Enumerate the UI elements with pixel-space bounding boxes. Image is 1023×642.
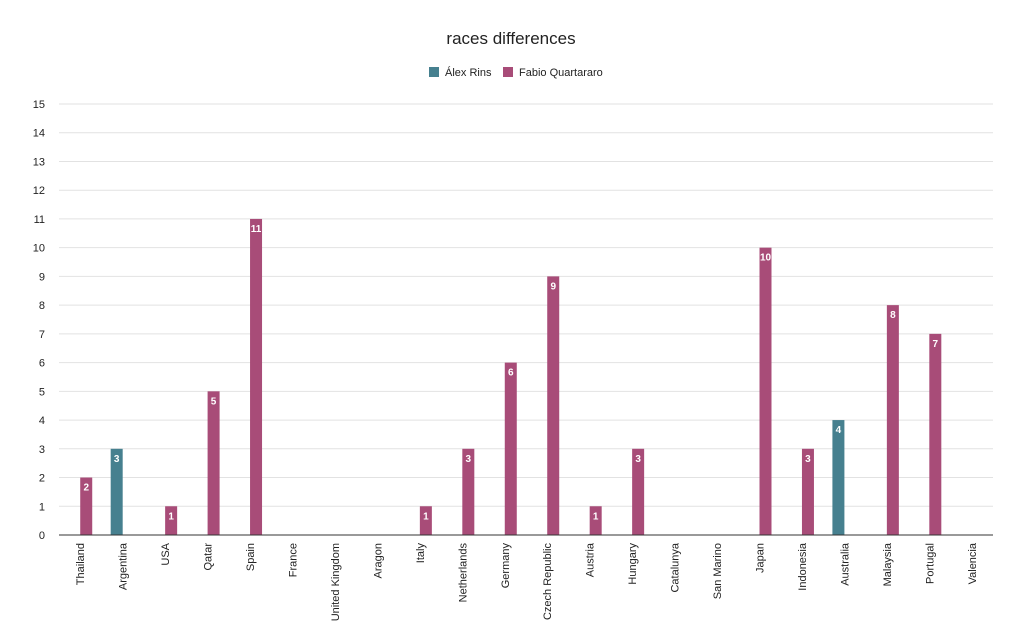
data-label: 6 bbox=[508, 368, 514, 379]
x-tick-label: Germany bbox=[500, 543, 512, 589]
x-tick-label: Hungary bbox=[627, 543, 639, 585]
x-tick-label: Portugal bbox=[924, 543, 936, 584]
data-label: 1 bbox=[593, 511, 599, 522]
y-tick-label: 10 bbox=[33, 243, 45, 255]
data-label: 1 bbox=[168, 511, 174, 522]
x-tick-label: San Marino bbox=[712, 543, 724, 599]
bar-fabio-quartararo bbox=[632, 448, 645, 535]
data-label: 2 bbox=[83, 483, 89, 494]
bar-fabio-quartararo bbox=[547, 276, 560, 535]
y-tick-label: 15 bbox=[33, 99, 45, 111]
bar--lex-rins bbox=[110, 448, 123, 535]
data-label: 8 bbox=[890, 310, 896, 321]
x-tick-label: Austria bbox=[585, 542, 597, 577]
x-tick-label: Malaysia bbox=[882, 542, 894, 586]
bar-fabio-quartararo bbox=[250, 218, 263, 535]
y-tick-label: 5 bbox=[39, 386, 45, 398]
x-tick-label: Thailand bbox=[75, 543, 87, 585]
bar-fabio-quartararo bbox=[462, 448, 475, 535]
y-tick-label: 6 bbox=[39, 358, 45, 370]
y-tick-label: 7 bbox=[39, 329, 45, 341]
y-tick-label: 1 bbox=[39, 501, 45, 513]
y-tick-label: 0 bbox=[39, 530, 45, 542]
x-tick-label: Aragon bbox=[372, 543, 384, 578]
x-tick-label: Qatar bbox=[203, 543, 215, 571]
bar-fabio-quartararo bbox=[504, 362, 517, 535]
data-label: 3 bbox=[466, 454, 472, 465]
x-tick-label: Japan bbox=[755, 543, 767, 573]
gridlines bbox=[59, 103, 993, 507]
legend-label: Álex Rins bbox=[445, 66, 492, 79]
y-tick-label: 13 bbox=[33, 156, 45, 168]
x-tick-label: Indonesia bbox=[797, 542, 809, 591]
data-label: 3 bbox=[114, 454, 120, 465]
data-label: 1 bbox=[423, 511, 429, 522]
y-tick-label: 4 bbox=[39, 415, 45, 427]
x-tick-label: Netherlands bbox=[457, 543, 469, 603]
x-tick-label: USA bbox=[160, 542, 172, 565]
bar--lex-rins bbox=[832, 420, 845, 535]
data-label: 5 bbox=[211, 396, 217, 407]
y-tick-label: 14 bbox=[33, 128, 45, 140]
data-label: 3 bbox=[635, 454, 641, 465]
y-tick-label: 12 bbox=[33, 185, 45, 197]
data-label: 11 bbox=[251, 224, 262, 235]
x-tick-label: Czech Republic bbox=[542, 543, 554, 621]
x-tick-label: France bbox=[288, 543, 300, 577]
bar-fabio-quartararo bbox=[801, 448, 814, 535]
x-tick-label: Australia bbox=[839, 542, 851, 586]
bar-fabio-quartararo bbox=[165, 506, 178, 535]
data-label: 9 bbox=[550, 281, 556, 292]
legend-swatch bbox=[503, 67, 513, 77]
y-tick-label: 8 bbox=[39, 300, 45, 312]
x-tick-label: Argentina bbox=[118, 542, 130, 590]
y-tick-label: 11 bbox=[34, 214, 45, 226]
x-axis: Thailand Argentina USA Qatar Spain France Unit… bbox=[59, 534, 993, 621]
x-tick-label: United Kingdom bbox=[330, 543, 342, 621]
legend-label: Fabio Quartararo bbox=[519, 67, 603, 79]
bar-fabio-quartararo bbox=[589, 506, 602, 535]
bar-fabio-quartararo bbox=[929, 333, 942, 535]
y-tick-label: 9 bbox=[39, 271, 45, 283]
data-label: 10 bbox=[760, 253, 772, 264]
x-tick-label: Valencia bbox=[967, 542, 979, 584]
x-tick-label: Italy bbox=[415, 543, 427, 564]
data-label: 4 bbox=[836, 425, 842, 436]
y-tick-label: 3 bbox=[39, 444, 45, 456]
legend-swatch bbox=[429, 67, 439, 77]
bar-fabio-quartararo bbox=[886, 305, 899, 535]
bar-fabio-quartararo bbox=[207, 391, 220, 535]
chart-title: races differences bbox=[446, 29, 575, 48]
x-tick-label: Spain bbox=[245, 543, 257, 571]
x-tick-label: Catalunya bbox=[670, 542, 682, 592]
bar-fabio-quartararo bbox=[80, 477, 93, 535]
data-label: 3 bbox=[805, 454, 811, 465]
data-label: 7 bbox=[933, 339, 939, 350]
y-tick-label: 2 bbox=[39, 473, 45, 485]
bar-fabio-quartararo bbox=[419, 506, 432, 535]
bar-fabio-quartararo bbox=[759, 247, 772, 535]
legend: Álex Rins Fabio Quartararo bbox=[429, 66, 603, 79]
